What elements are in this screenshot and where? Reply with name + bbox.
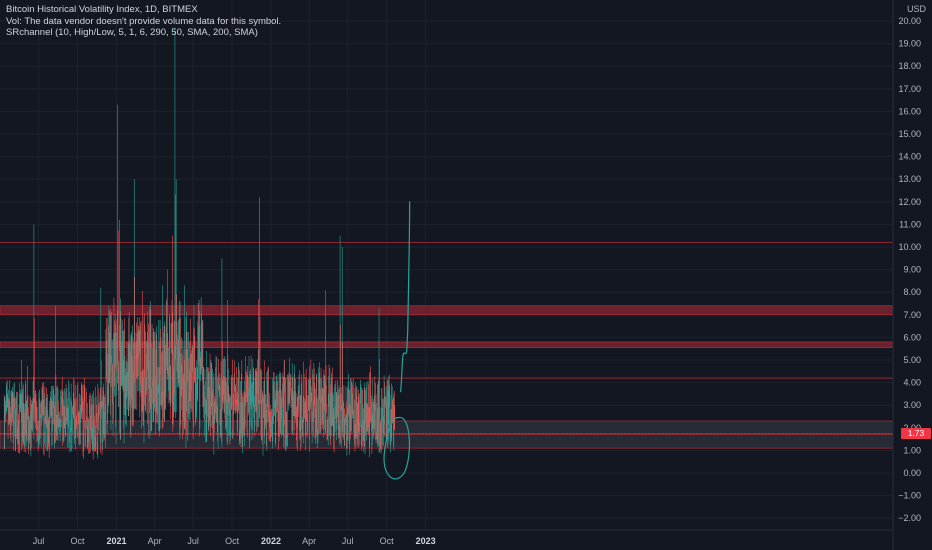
x-tick-label: Oct: [380, 536, 395, 546]
y-tick-label: 7.00: [903, 310, 921, 320]
y-tick-label: 16.00: [898, 106, 921, 116]
y-tick-label: −1.00: [898, 491, 921, 501]
y-tick-label: 8.00: [903, 287, 921, 297]
annotation-drawing: [383, 201, 411, 480]
legend-symbol[interactable]: Bitcoin Historical Volatility Index, 1D,…: [6, 4, 198, 15]
currency-label: USD: [906, 4, 926, 14]
x-tick-label: Jul: [33, 536, 45, 546]
x-tick-label: 2023: [416, 536, 436, 546]
y-tick-label: 20.00: [898, 16, 921, 26]
y-tick-label: 1.00: [903, 445, 921, 455]
candles: [3, 27, 396, 460]
y-tick-label: 17.00: [898, 84, 921, 94]
y-tick-label: 19.00: [898, 39, 921, 49]
chart-legend: Bitcoin Historical Volatility Index, 1D,…: [6, 4, 281, 39]
x-tick-label: Apr: [148, 536, 162, 546]
sr-zone: [0, 434, 894, 449]
last-price-badge: 1.73: [901, 428, 931, 440]
y-tick-label: 15.00: [898, 129, 921, 139]
y-tick-label: 6.00: [903, 332, 921, 342]
y-tick-label: 10.00: [898, 242, 921, 252]
y-tick-label: 13.00: [898, 174, 921, 184]
x-tick-label: Apr: [302, 536, 316, 546]
y-tick-label: 11.00: [899, 219, 921, 229]
y-tick-label: 18.00: [898, 61, 921, 71]
y-tick-label: 4.00: [903, 378, 921, 388]
legend-volume[interactable]: Vol: The data vendor doesn't provide vol…: [6, 15, 282, 27]
y-tick-label: 14.00: [898, 152, 921, 162]
y-tick-label: 12.00: [898, 197, 921, 207]
y-tick-label: −2.00: [898, 513, 921, 523]
y-tick-label: 3.00: [903, 400, 921, 410]
x-tick-label: Oct: [225, 536, 240, 546]
x-tick-label: 2022: [261, 536, 281, 546]
y-tick-label: 9.00: [903, 265, 921, 275]
y-tick-label: 5.00: [903, 355, 921, 365]
x-tick-label: 2021: [106, 536, 126, 546]
x-tick-label: Jul: [342, 536, 354, 546]
y-tick-label: 0.00: [903, 468, 921, 478]
sr-zone: [0, 420, 894, 434]
x-tick-label: Jul: [187, 536, 199, 546]
y-tick-label: 2.00: [903, 423, 921, 433]
legend-indicator[interactable]: SRchannel (10, High/Low, 5, 1, 6, 290, 5…: [6, 27, 258, 38]
x-tick-label: Oct: [70, 536, 85, 546]
